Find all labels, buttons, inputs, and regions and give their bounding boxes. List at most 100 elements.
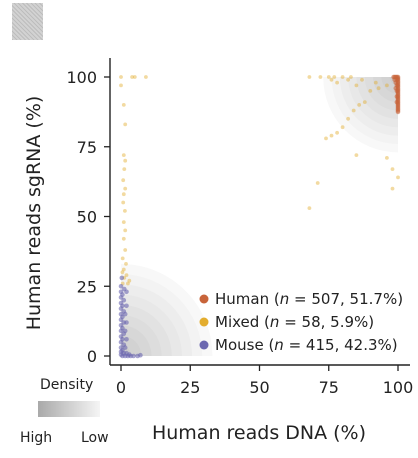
- point-mixed-32: [340, 125, 345, 130]
- point-mouse-35: [122, 345, 128, 350]
- point-mixed-44: [346, 77, 350, 82]
- point-mixed-9: [121, 192, 126, 197]
- x-tick-label-2: 50: [249, 378, 269, 397]
- point-mixed-55: [354, 153, 359, 158]
- point-mouse-4: [121, 297, 127, 303]
- point-mouse-37: [122, 328, 128, 334]
- legend-marker-mouse: [199, 340, 209, 350]
- point-mixed-27: [144, 75, 148, 79]
- legend-n-mixed: 58: [302, 313, 321, 331]
- point-mixed-0: [119, 75, 123, 79]
- point-mixed-12: [121, 220, 126, 225]
- point-mixed-56: [307, 206, 312, 211]
- data-points: [118, 74, 401, 359]
- point-mixed-14: [121, 236, 126, 241]
- point-mouse-0: [118, 284, 124, 289]
- point-mouse-15: [118, 328, 124, 334]
- density-shading: [121, 77, 398, 356]
- point-mixed-38: [318, 75, 323, 79]
- legend-marker-human: [199, 294, 209, 304]
- point-mouse-42: [124, 289, 129, 295]
- y-tick-label-2: 50: [77, 208, 97, 227]
- point-mixed-22: [127, 278, 132, 283]
- point-mouse-40: [124, 303, 129, 309]
- x-tick-label-3: 75: [319, 378, 339, 397]
- legend-name-mouse: Mouse: [215, 336, 264, 354]
- point-mouse-39: [122, 311, 128, 317]
- y-tick-label-1: 25: [77, 277, 97, 296]
- y-tick-label-3: 75: [77, 138, 97, 157]
- point-human-25: [395, 109, 401, 115]
- point-mixed-26: [132, 75, 137, 79]
- density-gradient-bar: [38, 401, 100, 417]
- point-human-34: [393, 85, 399, 91]
- legend-pct-human: 51.7%: [350, 290, 398, 308]
- legend-entry-mixed: Mixed (n = 58, 5.9%): [215, 313, 374, 331]
- density-legend: Density High Low: [20, 377, 109, 446]
- point-mixed-42: [335, 80, 339, 85]
- point-mixed-8: [123, 186, 128, 191]
- point-mixed-54: [390, 186, 395, 191]
- placeholder-thumbnail: [12, 3, 43, 40]
- point-mixed-16: [120, 256, 125, 261]
- point-mixed-18: [121, 267, 126, 272]
- y-axis-title: Human reads sgRNA (%): [23, 96, 45, 331]
- point-mixed-40: [329, 77, 334, 82]
- point-mixed-3: [123, 122, 128, 127]
- legend: Human (n = 507, 51.7%) Mixed (n = 58, 5.…: [199, 290, 403, 354]
- point-mixed-24: [126, 281, 130, 286]
- y-axis-ticks: 0 25 50 75 100: [66, 68, 110, 366]
- legend-entry-mouse: Mouse (n = 415, 42.3%): [215, 336, 398, 354]
- point-mixed-41: [332, 75, 337, 79]
- point-mixed-20: [124, 273, 129, 277]
- point-mixed-29: [324, 136, 328, 141]
- point-mixed-7: [121, 178, 126, 183]
- point-mouse-34: [127, 352, 132, 357]
- point-mixed-47: [360, 77, 364, 82]
- point-mixed-49: [376, 86, 381, 91]
- point-mixed-4: [121, 153, 126, 158]
- point-mixed-31: [335, 130, 339, 135]
- legend-n-mouse: 415: [306, 336, 335, 354]
- point-mixed-11: [123, 209, 127, 213]
- legend-name-mixed: Mixed: [215, 313, 259, 331]
- y-tick-label-4: 100: [66, 68, 97, 87]
- x-tick-label-0: 0: [116, 378, 126, 397]
- point-mouse-38: [124, 320, 129, 325]
- point-mixed-46: [354, 83, 359, 88]
- point-mixed-37: [307, 75, 312, 79]
- point-mixed-10: [121, 200, 126, 205]
- point-mixed-43: [340, 75, 345, 79]
- point-mixed-17: [124, 262, 128, 266]
- point-mixed-1: [119, 83, 123, 88]
- point-mixed-45: [349, 75, 353, 79]
- x-tick-label-4: 100: [383, 378, 414, 397]
- point-mixed-30: [329, 133, 334, 138]
- point-mouse-3: [118, 295, 124, 300]
- point-mouse-36: [124, 337, 129, 342]
- y-tick-label-0: 0: [87, 347, 97, 366]
- point-human-31: [394, 99, 400, 105]
- x-axis-ticks: 0 25 50 75 100: [116, 365, 413, 397]
- density-legend-high: High: [20, 430, 52, 446]
- point-mixed-39: [326, 75, 331, 79]
- legend-entry-human: Human (n = 507, 51.7%): [215, 290, 403, 308]
- point-mixed-15: [123, 248, 128, 252]
- point-mixed-57: [373, 80, 378, 85]
- point-mixed-2: [121, 103, 126, 107]
- point-mixed-28: [315, 181, 320, 185]
- point-mixed-13: [123, 228, 128, 233]
- legend-pct-mouse: 42.3%: [344, 336, 392, 354]
- point-mixed-53: [396, 175, 400, 180]
- point-human-37: [391, 74, 396, 80]
- point-mixed-19: [120, 270, 125, 275]
- point-mixed-35: [357, 103, 362, 107]
- point-mixed-52: [390, 167, 395, 172]
- point-mixed-50: [385, 83, 389, 88]
- point-mouse-7: [118, 306, 124, 311]
- point-mixed-5: [123, 158, 128, 163]
- point-mouse-32: [138, 352, 143, 358]
- x-axis-title: Human reads DNA (%): [152, 422, 366, 444]
- point-mixed-6: [122, 167, 127, 172]
